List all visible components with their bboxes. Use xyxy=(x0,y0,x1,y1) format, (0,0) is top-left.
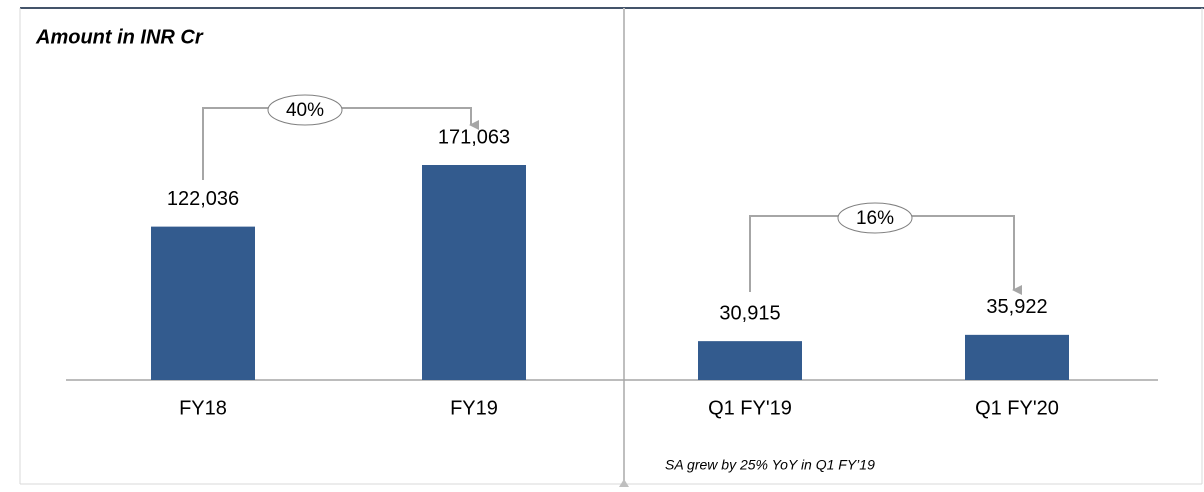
bar xyxy=(965,334,1069,380)
growth-oval xyxy=(837,202,913,234)
x-tick-label: Q1 FY'20 xyxy=(975,397,1059,419)
bar xyxy=(422,165,526,380)
divider-arrow xyxy=(619,479,629,487)
growth-oval xyxy=(267,94,343,126)
unit-title: Amount in INR Cr xyxy=(35,26,204,48)
x-tick-label: FY19 xyxy=(450,397,498,419)
value-label: 122,036 xyxy=(167,188,239,210)
footnote: SA grew by 25% YoY in Q1 FY’19 xyxy=(665,457,875,473)
value-label: 171,063 xyxy=(438,126,510,148)
value-label: 30,915 xyxy=(719,302,780,324)
bar xyxy=(151,226,255,380)
x-tick-label: Q1 FY'19 xyxy=(708,397,792,419)
x-tick-label: FY18 xyxy=(179,397,227,419)
bar xyxy=(698,341,802,380)
value-label: 35,922 xyxy=(986,296,1047,318)
growth-label: 16% xyxy=(856,208,894,229)
growth-label: 40% xyxy=(286,100,324,121)
